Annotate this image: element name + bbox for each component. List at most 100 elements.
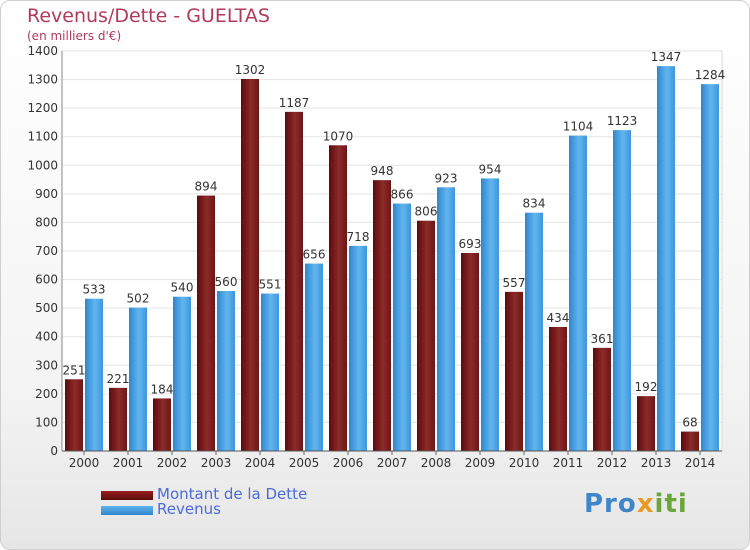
bar-debt [285, 111, 303, 451]
data-label-debt: 1302 [235, 63, 266, 77]
bar-debt [505, 291, 523, 451]
y-tick-label: 500 [35, 301, 58, 315]
bar-revenue [437, 187, 455, 452]
bar-debt [197, 195, 215, 451]
x-tick-label: 2002 [157, 456, 188, 470]
legend-label-debt: Montant de la Dette [157, 485, 308, 503]
x-tick-label: 2011 [553, 456, 584, 470]
logo-part-3: iti [654, 489, 688, 519]
bar-debt [681, 431, 699, 451]
bar-revenue [569, 135, 587, 452]
data-label-revenue: 1104 [563, 120, 594, 134]
bar-debt [461, 253, 479, 451]
data-label-debt: 434 [547, 311, 570, 325]
legend-swatch-revenue [101, 506, 153, 515]
x-tick-label: 2010 [509, 456, 540, 470]
bar-revenue [305, 263, 323, 451]
x-tick-label: 2014 [685, 456, 716, 470]
bar-revenue [525, 212, 543, 451]
data-label-revenue: 718 [347, 230, 370, 244]
data-label-revenue: 656 [303, 248, 326, 262]
bar-debt [65, 379, 83, 451]
data-label-revenue: 1347 [651, 50, 682, 64]
y-tick-label: 400 [35, 330, 58, 344]
data-label-revenue: 1284 [695, 68, 726, 82]
data-label-revenue: 502 [127, 292, 150, 306]
data-label-debt: 894 [195, 180, 218, 194]
data-label-revenue: 866 [391, 188, 414, 202]
x-tick-label: 2013 [641, 456, 672, 470]
y-tick-label: 1200 [27, 101, 58, 115]
data-label-revenue: 923 [435, 171, 458, 185]
legend-label-revenue: Revenus [157, 500, 221, 518]
bar-revenue [701, 84, 719, 452]
bar-revenue [393, 203, 411, 451]
bar-revenue [217, 291, 235, 451]
chart-title: Revenus/Dette - GUELTAS [27, 5, 270, 27]
y-tick-label: 1000 [27, 158, 58, 172]
logo-part-1: Pro [584, 489, 637, 519]
data-label-revenue: 834 [523, 197, 546, 211]
bar-debt [637, 396, 655, 451]
data-label-revenue: 560 [215, 275, 238, 289]
bar-debt [593, 347, 611, 451]
bar-revenue [481, 178, 499, 451]
data-label-debt: 557 [503, 276, 526, 290]
bar-debt [109, 387, 127, 451]
data-label-debt: 184 [151, 382, 174, 396]
bar-revenue [173, 296, 191, 451]
bar-revenue [129, 307, 147, 451]
data-label-debt: 192 [635, 380, 658, 394]
data-label-debt: 68 [682, 416, 697, 430]
bar-debt [373, 180, 391, 451]
x-tick-label: 2005 [289, 456, 320, 470]
bar-revenue [261, 293, 279, 451]
data-label-debt: 221 [107, 372, 130, 386]
bar-revenue [349, 245, 367, 451]
data-label-revenue: 954 [479, 162, 502, 176]
legend-swatch-debt [101, 491, 153, 500]
proxiti-logo: Proxiti [584, 489, 688, 519]
y-tick-label: 300 [35, 358, 58, 372]
x-tick-label: 2009 [465, 456, 496, 470]
y-tick-label: 700 [35, 244, 58, 258]
y-tick-label: 0 [50, 444, 58, 458]
x-tick-label: 2004 [245, 456, 276, 470]
bar-debt [329, 145, 347, 452]
x-tick-label: 2012 [597, 456, 628, 470]
data-label-debt: 948 [371, 164, 394, 178]
logo-part-2: x [636, 489, 655, 519]
x-tick-label: 2000 [69, 456, 100, 470]
unit-label: (en milliers d'€) [27, 29, 122, 43]
y-tick-label: 100 [35, 415, 58, 429]
bar-debt [241, 79, 259, 451]
data-label-revenue: 533 [83, 283, 106, 297]
y-tick-label: 900 [35, 187, 58, 201]
y-tick-label: 1100 [27, 130, 58, 144]
bar-debt [153, 398, 171, 451]
y-tick-label: 1300 [27, 73, 58, 87]
data-label-debt: 251 [63, 363, 86, 377]
bar-revenue [613, 130, 631, 451]
y-tick-label: 200 [35, 387, 58, 401]
x-tick-label: 2007 [377, 456, 408, 470]
data-label-revenue: 551 [259, 278, 282, 292]
data-label-revenue: 540 [171, 281, 194, 295]
y-tick-label: 600 [35, 273, 58, 287]
y-tick-label: 1400 [27, 44, 58, 58]
data-label-debt: 361 [591, 332, 614, 346]
data-label-debt: 806 [415, 205, 438, 219]
bar-revenue [657, 66, 675, 452]
bar-revenue [85, 298, 103, 451]
bar-debt [549, 327, 567, 451]
data-label-debt: 1187 [279, 96, 310, 110]
x-tick-label: 2001 [113, 456, 144, 470]
x-tick-label: 2006 [333, 456, 364, 470]
x-tick-label: 2003 [201, 456, 232, 470]
data-label-revenue: 1123 [607, 114, 638, 128]
bar-debt [417, 220, 435, 451]
data-label-debt: 1070 [323, 129, 354, 143]
x-tick-label: 2008 [421, 456, 452, 470]
